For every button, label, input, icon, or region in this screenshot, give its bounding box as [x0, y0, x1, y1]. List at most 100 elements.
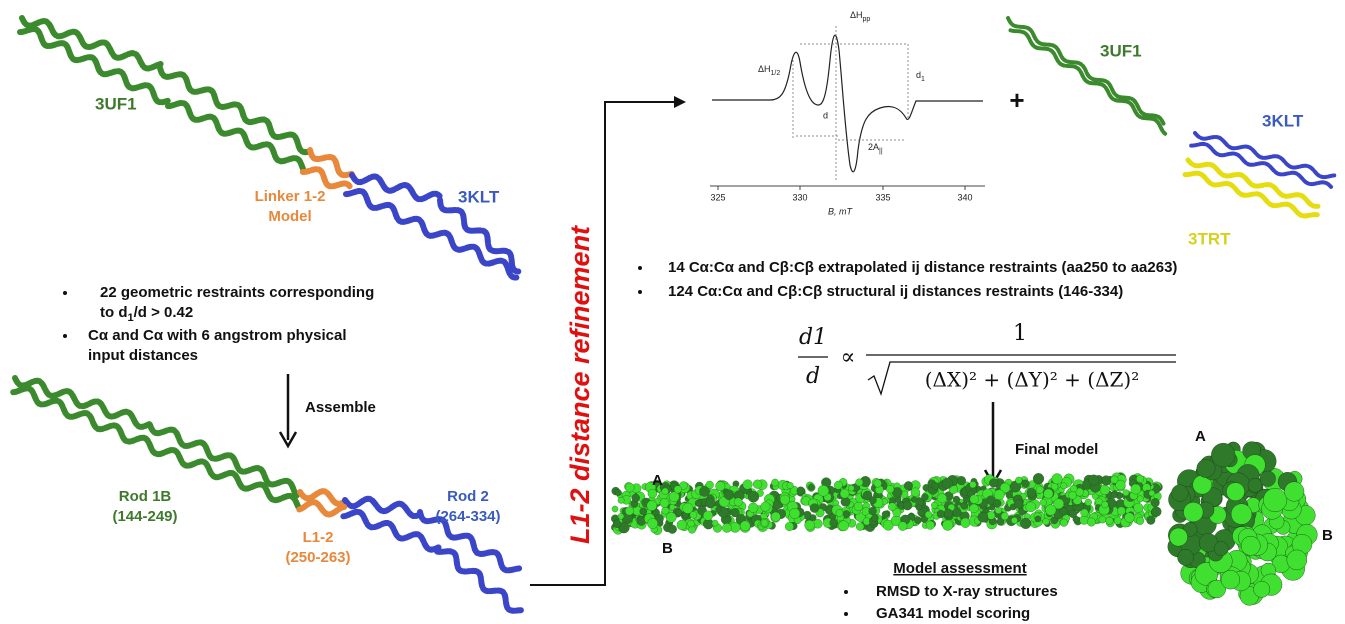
arrow-head — [674, 96, 686, 108]
atom — [1110, 491, 1118, 499]
atom — [848, 484, 855, 492]
atom — [760, 519, 769, 527]
bullet — [638, 290, 642, 294]
denominator: d — [806, 364, 820, 389]
atom — [699, 486, 710, 497]
epr-label: d — [823, 110, 828, 120]
atom — [1133, 502, 1144, 513]
tick-label: 330 — [792, 192, 807, 202]
atom — [809, 514, 817, 522]
relation: ∝ — [841, 345, 856, 370]
epr-label: ΔHpp — [850, 10, 870, 22]
atom — [1136, 495, 1144, 503]
atom — [1045, 504, 1057, 516]
atom — [1068, 509, 1078, 518]
tick-label: 335 — [875, 192, 890, 202]
atom — [1110, 475, 1119, 484]
atom — [941, 477, 953, 489]
atom — [661, 487, 669, 495]
assessment-title: Model assessment — [893, 560, 1026, 577]
atom — [1213, 541, 1229, 556]
atom — [715, 481, 726, 492]
atom — [1042, 518, 1050, 526]
atom — [1088, 474, 1100, 486]
guides — [792, 26, 909, 180]
atom — [705, 480, 714, 489]
atom — [647, 518, 658, 529]
radical — [867, 361, 1176, 397]
atom — [917, 509, 925, 517]
atom — [703, 510, 713, 521]
atom — [1124, 512, 1135, 523]
epr-label: 2A|| — [868, 142, 883, 154]
atom — [612, 519, 622, 528]
atom — [1171, 484, 1189, 502]
atom — [1020, 517, 1032, 529]
bullet-text: Cα and Cα with 6 angstrom physical — [88, 327, 347, 344]
atom — [1105, 516, 1114, 525]
atom — [747, 491, 760, 503]
helix — [349, 172, 443, 203]
atom — [676, 519, 687, 530]
helix — [299, 166, 353, 190]
atom — [661, 506, 670, 515]
atom — [942, 519, 954, 531]
atom — [1150, 498, 1160, 508]
numerator: 1 — [1013, 321, 1027, 346]
label: 3TRT — [1188, 229, 1231, 248]
atom — [1240, 536, 1261, 556]
atom — [1196, 458, 1216, 478]
atom — [834, 480, 843, 490]
helix — [417, 509, 523, 574]
label: (264-334) — [435, 508, 500, 525]
atom — [617, 513, 625, 520]
atom — [614, 489, 622, 496]
atom — [1247, 477, 1263, 493]
atom — [625, 506, 634, 516]
atom — [829, 518, 839, 528]
atom — [1253, 580, 1271, 598]
atom — [1021, 479, 1030, 488]
atom — [920, 515, 928, 523]
helix — [1193, 131, 1337, 180]
atom — [669, 504, 676, 511]
helix — [17, 26, 173, 106]
atom — [994, 506, 1002, 514]
label: Model — [268, 208, 311, 225]
atom — [1115, 479, 1126, 491]
bullet-text: to d1/d > 0.42 — [100, 304, 193, 324]
atom — [969, 481, 977, 489]
label: Final model — [1015, 441, 1098, 458]
helix — [1182, 170, 1320, 219]
atom — [1183, 502, 1204, 523]
atom — [673, 485, 682, 494]
atom — [1220, 570, 1240, 590]
atom — [910, 496, 918, 503]
atom — [1286, 549, 1308, 571]
atom — [748, 502, 759, 513]
atom — [668, 491, 680, 503]
atom — [705, 498, 716, 509]
atom — [1263, 488, 1288, 513]
atom — [679, 481, 688, 490]
atom — [742, 479, 753, 490]
tick-label: 340 — [957, 192, 972, 202]
atom — [1080, 508, 1089, 517]
label: Assemble — [305, 399, 376, 416]
helix — [1185, 157, 1321, 209]
space-fill-models — [611, 441, 1318, 606]
atom — [760, 501, 771, 512]
atom — [659, 498, 670, 508]
bullet — [844, 612, 848, 616]
radicand: (ΔX)² + (ΔY)² + (ΔZ)² — [925, 368, 1139, 392]
atom — [1011, 517, 1018, 524]
atom — [722, 523, 732, 533]
atom — [1014, 499, 1024, 509]
atom — [1284, 481, 1305, 502]
atom — [902, 500, 913, 511]
atom — [1130, 483, 1142, 495]
subscript: || — [879, 148, 883, 155]
atom — [1177, 549, 1194, 566]
label: A — [652, 472, 663, 489]
helix — [297, 488, 346, 507]
